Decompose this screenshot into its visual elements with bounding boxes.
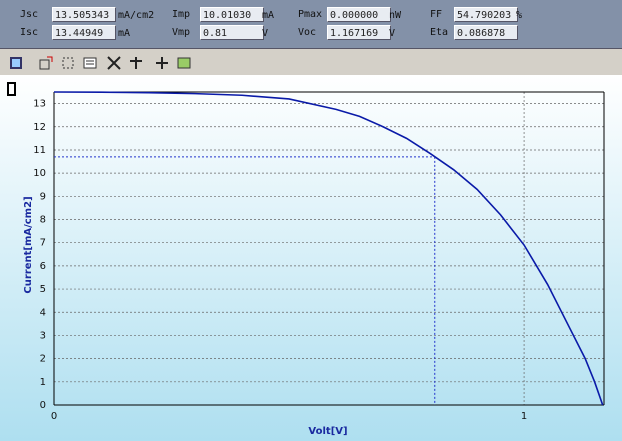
tool-icon[interactable]	[38, 55, 54, 71]
field-unit: mA	[118, 28, 131, 39]
x-tick-label: 0	[51, 411, 57, 422]
tool-icon[interactable]	[8, 55, 24, 71]
x-axis-label: Volt[V]	[308, 426, 347, 437]
field-value: 1.167169	[327, 25, 391, 40]
field-label: FF	[430, 9, 443, 20]
y-tick-label: 2	[40, 354, 46, 365]
field-unit: mA	[262, 10, 275, 21]
tool-icon[interactable]	[82, 55, 98, 71]
field-label: Jsc	[20, 9, 39, 20]
y-tick-label: 5	[40, 284, 46, 295]
chart: Volt[V] Current[mA/cm2] 0123456789101112…	[0, 75, 622, 441]
field-value: 54.790203	[454, 7, 518, 22]
field-unit: nW	[389, 10, 402, 21]
field-value: 0.086878	[454, 25, 518, 40]
parameter-panel: Jsc 13.505343 mA/cm2 Imp 10.01030 mA Pmax 0.000…	[0, 0, 622, 49]
y-tick-label: 3	[40, 330, 46, 341]
y-tick-label: 0	[40, 400, 46, 411]
field-label: Imp	[172, 9, 191, 20]
tool-icon[interactable]	[60, 55, 76, 71]
toolbar	[0, 52, 622, 74]
data-line	[53, 91, 604, 406]
y-tick-label: 11	[33, 145, 46, 156]
corner-icon	[7, 82, 16, 96]
y-axis-label: Current[mA/cm2]	[23, 196, 34, 293]
tool-icon[interactable]	[106, 55, 122, 71]
field-value: 13.505343	[52, 7, 116, 22]
field-unit: mA/cm2	[118, 10, 155, 21]
field-value: 0.000000	[327, 7, 391, 22]
field-label: Vmp	[172, 27, 191, 38]
y-tick-label: 1	[40, 377, 46, 388]
field-label: Isc	[20, 27, 39, 38]
y-tick-label: 7	[40, 238, 46, 249]
field-value: 10.01030	[200, 7, 264, 22]
field-label: Eta	[430, 27, 449, 38]
y-tick-label: 6	[40, 261, 46, 272]
y-tick-label: 10	[33, 168, 46, 179]
field-label: Pmax	[298, 9, 323, 20]
y-tick-label: 9	[40, 191, 46, 202]
y-tick-label: 12	[33, 122, 46, 133]
field-value: 0.81	[200, 25, 264, 40]
y-tick-label: 8	[40, 215, 46, 226]
field-unit: V	[389, 28, 396, 39]
tool-icon[interactable]	[154, 55, 170, 71]
y-tick-label: 13	[33, 99, 46, 110]
chart-background	[0, 75, 622, 441]
field-unit: V	[262, 28, 269, 39]
y-tick-label: 4	[40, 307, 46, 318]
tool-icon[interactable]	[128, 55, 144, 71]
field-unit: %	[516, 10, 523, 21]
field-value: 13.44949	[52, 25, 116, 40]
x-tick-label: 1	[521, 411, 527, 422]
field-label: Voc	[298, 27, 317, 38]
tool-icon[interactable]	[176, 55, 192, 71]
